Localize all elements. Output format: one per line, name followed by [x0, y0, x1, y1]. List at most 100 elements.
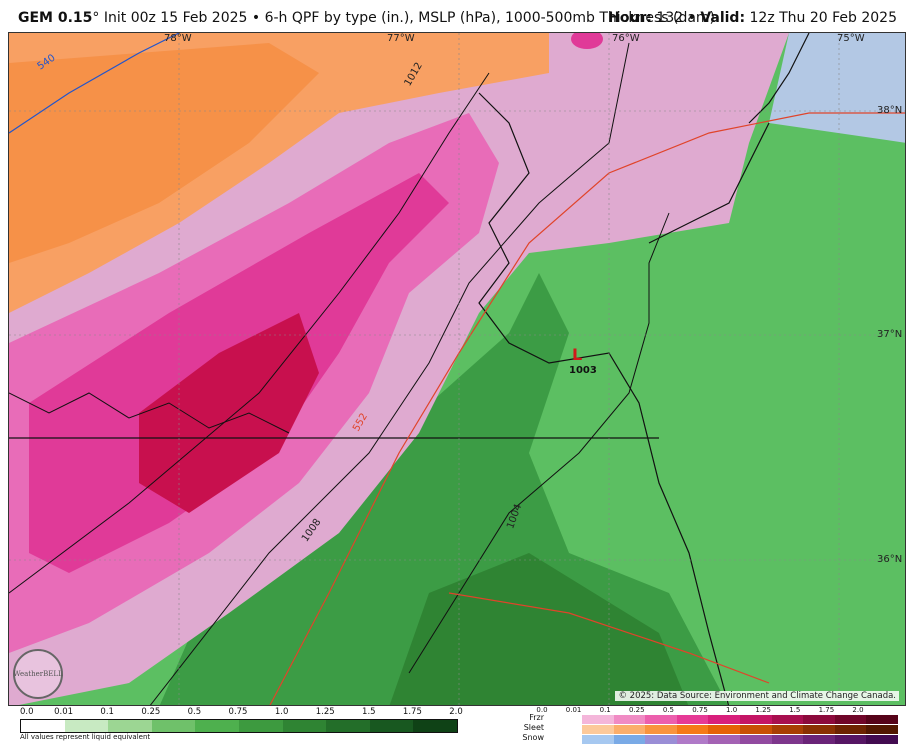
lon-label: 76°W	[612, 33, 640, 44]
isobar-1004	[408, 212, 670, 674]
rain-color-swatch	[108, 720, 152, 732]
rain-heavy-region	[389, 553, 689, 705]
snow-color-swatch	[613, 735, 646, 744]
snow-color-swatch	[771, 735, 804, 744]
rain-color-swatch	[413, 720, 457, 732]
isobar-1008	[149, 42, 630, 705]
hour-value: 132	[656, 10, 684, 26]
legend-note: All values represent liquid equivalent	[20, 733, 151, 741]
lon-label: 77°W	[387, 33, 415, 44]
rain-color-swatch	[195, 720, 239, 732]
rain-tick-label: 2.0	[449, 707, 463, 717]
title-right: Hour: 132 • Valid: 12z Thu 20 Feb 2025	[608, 10, 897, 26]
snow-color-swatch	[834, 735, 867, 744]
sleet-color-swatch	[866, 725, 898, 734]
hour-label: Hour:	[608, 10, 652, 26]
frzr-color-swatch	[771, 715, 804, 724]
rain-tick-label: 0.01	[54, 707, 74, 717]
thickness-540	[9, 33, 180, 134]
isobar-1012	[9, 72, 490, 594]
thickness-552	[269, 112, 905, 705]
frzr-color-swatch	[676, 715, 709, 724]
mix-tick-label: 0.75	[692, 706, 708, 714]
snow-color-swatch	[645, 735, 677, 744]
delmarva-coast	[648, 122, 770, 244]
frzr-color-swatch	[834, 715, 867, 724]
frzr-color-swatch	[613, 715, 646, 724]
rain-color-swatch	[21, 720, 65, 732]
snow-color-swatch	[866, 735, 898, 744]
mix-tick-label: 0.1	[599, 706, 611, 714]
frzr-color-swatch	[739, 715, 772, 724]
sleet-color-swatch	[739, 725, 772, 734]
sleet-color-swatch	[613, 725, 646, 734]
rain-color-swatch	[238, 720, 283, 732]
rain-tick-label: 1.5	[362, 707, 376, 717]
weatherbell-logo: WeatherBELL	[13, 649, 63, 699]
lat-label: 38°N	[877, 105, 903, 116]
snow-colorbar	[582, 735, 898, 744]
mix-tick-label: 1.0	[726, 706, 738, 714]
frzr-color-swatch	[803, 715, 835, 724]
valid-sep: •	[683, 10, 701, 26]
lat-label: 37°N	[877, 329, 903, 340]
map-svg	[9, 33, 905, 705]
rain-tick-label: 1.0	[274, 707, 289, 717]
sleet-color-swatch	[834, 725, 867, 734]
sleet-color-swatch	[645, 725, 677, 734]
rain-color-swatch	[369, 720, 414, 732]
rain-tick-label: 0.1	[100, 707, 114, 717]
mix-tick-label: 1.25	[755, 706, 771, 714]
frzr-color-swatch	[582, 715, 614, 724]
rain-color-swatch	[64, 720, 109, 732]
frzr-color-swatch	[645, 715, 677, 724]
mix-tick-label: 1.5	[789, 706, 801, 714]
rain-legend: 0.0 0.01 0.1 0.25 0.5 0.75 1.0 1.25 1.5 1.75 2.0 A…	[20, 706, 463, 746]
title-left: GEM 0.15° Init 00z 15 Feb 2025 • 6-h QPF…	[18, 10, 715, 26]
frzr-severe-region	[139, 313, 319, 513]
rain-tick-label: 0.5	[187, 707, 202, 717]
snow-color-swatch	[739, 735, 772, 744]
title-bar: GEM 0.15° Init 00z 15 Feb 2025 • 6-h QPF…	[0, 0, 913, 32]
snow-color-swatch	[708, 735, 740, 744]
mix-tick-label: 0.25	[629, 706, 645, 714]
delaware-coast	[748, 33, 810, 124]
valid-label: Valid:	[700, 10, 746, 26]
lon-label: 78°W	[164, 33, 192, 44]
lon-gridlines	[178, 33, 840, 705]
frzr-color-swatch	[708, 715, 740, 724]
rain-color-swatch	[282, 720, 327, 732]
frzr-color-swatch	[866, 715, 898, 724]
mix-legend: 0.0 0.01 0.1 0.25 0.5 0.75 1.0 1.25 1.5 1.75 2.0 F…	[508, 706, 908, 750]
mix-ticks: 0.0 0.01 0.1 0.25 0.5 0.75 1.0 1.25 1.5 1.75 2.0	[536, 706, 902, 716]
thickness-558	[448, 592, 770, 684]
rain-color-swatch	[151, 720, 196, 732]
snow-label: Snow	[522, 733, 544, 742]
lat-label: 36°N	[877, 554, 903, 565]
logo-text: WeatherBELL	[13, 670, 63, 678]
mix-tick-label: 0.5	[662, 706, 674, 714]
snow-color-swatch	[582, 735, 614, 744]
model-name: GEM 0.15	[18, 10, 93, 26]
snow-region	[769, 33, 905, 143]
rain-tick-label: 1.75	[402, 707, 422, 717]
rain-tick-label: 0.25	[141, 707, 161, 717]
degree-sign: °	[92, 10, 100, 26]
valid-value: 12z Thu 20 Feb 2025	[749, 10, 898, 26]
sleet-moderate-region	[9, 43, 319, 263]
rain-color-swatch	[326, 720, 370, 732]
river-line	[9, 392, 290, 434]
rain-tick-label: 0.75	[228, 707, 248, 717]
coastline	[478, 92, 730, 705]
mix-tick-label: 0.01	[565, 706, 582, 714]
sleet-color-swatch	[771, 725, 804, 734]
legend: 0.0 0.01 0.1 0.25 0.5 0.75 1.0 1.25 1.5 1.75 2.0 A…	[0, 706, 913, 750]
sleet-color-swatch	[582, 725, 614, 734]
forecast-map: 78°W 77°W 76°W 75°W 38°N 37°N 36°N 1012 …	[8, 32, 906, 706]
sleet-color-swatch	[803, 725, 835, 734]
mix-tick-label: 2.0	[852, 706, 864, 714]
rain-ticks: 0.0 0.01 0.1 0.25 0.5 0.75 1.0 1.25 1.5 1.75 2.0	[20, 706, 463, 718]
sleet-color-swatch	[708, 725, 740, 734]
mix-tick-label: 0.0	[536, 706, 548, 714]
sleet-label: Sleet	[523, 723, 544, 732]
